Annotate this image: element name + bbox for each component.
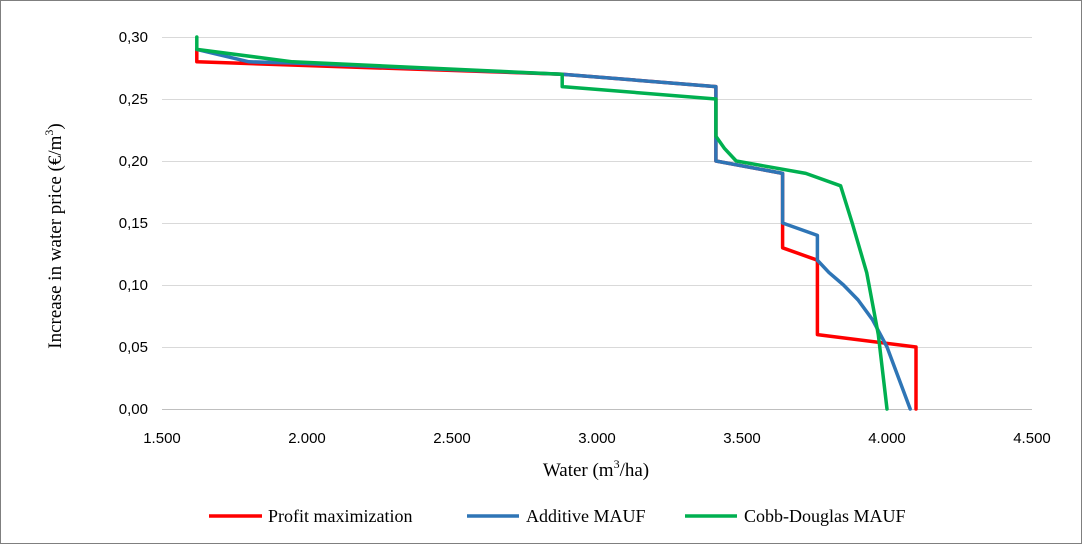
- series-line-profit-maximization: [195, 47, 918, 411]
- y-axis-title-pre: Increase in water price (€/m: [45, 135, 66, 348]
- legend: Profit maximization Additive MAUF Cobb-D…: [209, 506, 906, 526]
- legend-label-cobb-douglas-mauf: Cobb-Douglas MAUF: [744, 506, 906, 526]
- y-tick-label-1: 0,05: [119, 339, 148, 356]
- x-tick-label-2: 2.500: [433, 430, 471, 447]
- x-tick-label-6: 4.500: [1013, 430, 1051, 447]
- x-tick-label-5: 4.000: [868, 430, 906, 447]
- legend-label-profit-maximization: Profit maximization: [268, 506, 412, 526]
- series-lines: [195, 35, 918, 411]
- x-axis-title: Water (m3/ha): [543, 457, 649, 481]
- y-tick-label-4: 0,20: [119, 153, 148, 170]
- legend-item-cobb-douglas-mauf: Cobb-Douglas MAUF: [685, 506, 906, 526]
- x-axis-title-pre: Water (m: [543, 460, 614, 481]
- y-tick-label-5: 0,25: [119, 91, 148, 108]
- y-tick-labels: 0,00 0,05 0,10 0,15 0,20 0,25 0,30: [119, 29, 148, 418]
- y-tick-label-3: 0,15: [119, 215, 148, 232]
- x-axis-title-post: /ha): [620, 460, 650, 481]
- y-tick-label-6: 0,30: [119, 29, 148, 46]
- legend-item-additive-mauf: Additive MAUF: [467, 506, 646, 526]
- y-tick-label-0: 0,00: [119, 401, 148, 418]
- x-tick-label-1: 2.000: [288, 430, 326, 447]
- x-tick-label-4: 3.500: [723, 430, 761, 447]
- x-tick-label-0: 1.500: [143, 430, 181, 447]
- legend-label-additive-mauf: Additive MAUF: [526, 506, 646, 526]
- y-tick-label-2: 0,10: [119, 277, 148, 294]
- y-axis-title-sup: 3: [42, 130, 56, 136]
- x-axis-title-sup: 3: [614, 457, 620, 471]
- series-line-additive-mauf: [195, 47, 912, 411]
- gridlines: [162, 37, 1032, 410]
- x-tick-labels: 1.500 2.000 2.500 3.000 3.500 4.000 4.500: [143, 430, 1051, 447]
- y-axis-title: Increase in water price (€/m3): [42, 123, 66, 348]
- y-axis-title-post: ): [45, 123, 66, 129]
- x-tick-label-3: 3.000: [578, 430, 616, 447]
- legend-item-profit-maximization: Profit maximization: [209, 506, 412, 526]
- series-line-cobb-douglas-mauf: [195, 35, 889, 411]
